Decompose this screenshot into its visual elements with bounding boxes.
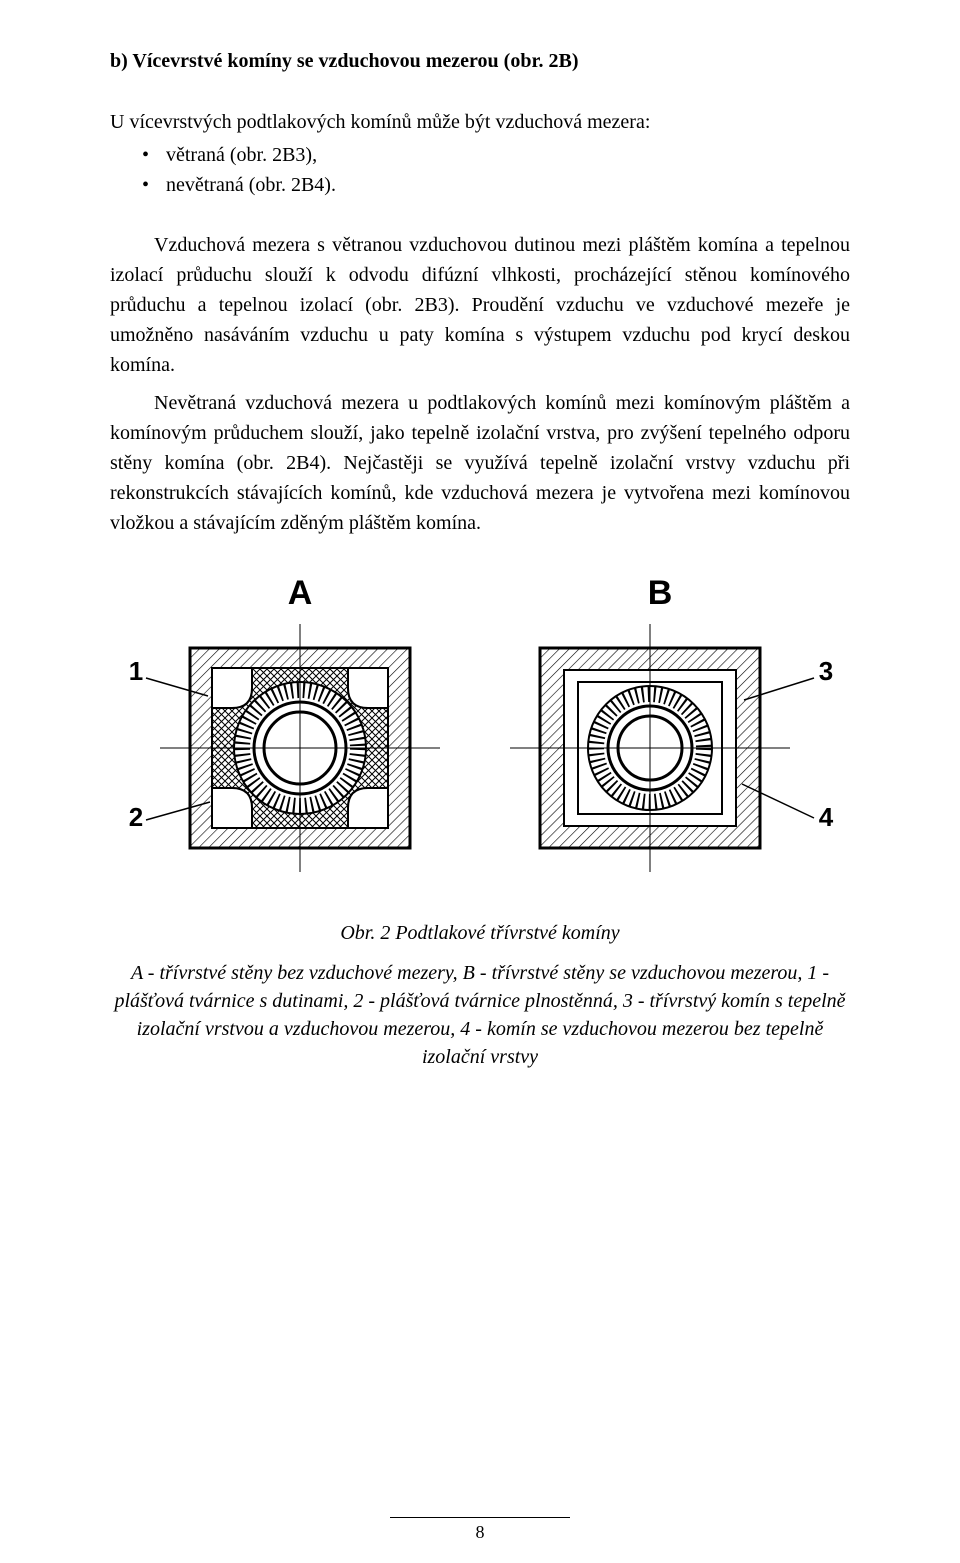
figure-label-a: A: [288, 574, 313, 612]
page: b) Vícevrstvé komíny se vzduchovou mezer…: [0, 0, 960, 1563]
page-number: 8: [0, 1517, 960, 1543]
callout-3: 3: [819, 656, 833, 686]
page-number-value: 8: [476, 1522, 485, 1542]
page-number-rule: [390, 1517, 570, 1518]
paragraph-2: Nevětraná vzduchová mezera u podtlakovýc…: [110, 388, 850, 538]
callout-1: 1: [129, 656, 143, 686]
section-heading: b) Vícevrstvé komíny se vzduchovou mezer…: [110, 50, 850, 73]
panel-a: [160, 624, 440, 872]
list-item: větraná (obr. 2B3),: [166, 140, 850, 170]
figure: A B: [110, 568, 850, 898]
figure-label-b: B: [648, 574, 673, 612]
figure-svg: A B: [120, 568, 840, 898]
callout-2: 2: [129, 802, 143, 832]
figure-caption: Obr. 2 Podtlakové třívrstvé komíny: [110, 922, 850, 945]
panel-b: [510, 624, 790, 872]
list-item: nevětraná (obr. 2B4).: [166, 170, 850, 200]
lead-sentence: U vícevrstvých podtlakových komínů může …: [110, 111, 850, 134]
callout-4: 4: [819, 802, 834, 832]
figure-legend: A - třívrstvé stěny bez vzduchové mezery…: [110, 959, 850, 1071]
bullet-list: větraná (obr. 2B3), nevětraná (obr. 2B4)…: [110, 140, 850, 200]
paragraph-1: Vzduchová mezera s větranou vzduchovou d…: [110, 230, 850, 380]
